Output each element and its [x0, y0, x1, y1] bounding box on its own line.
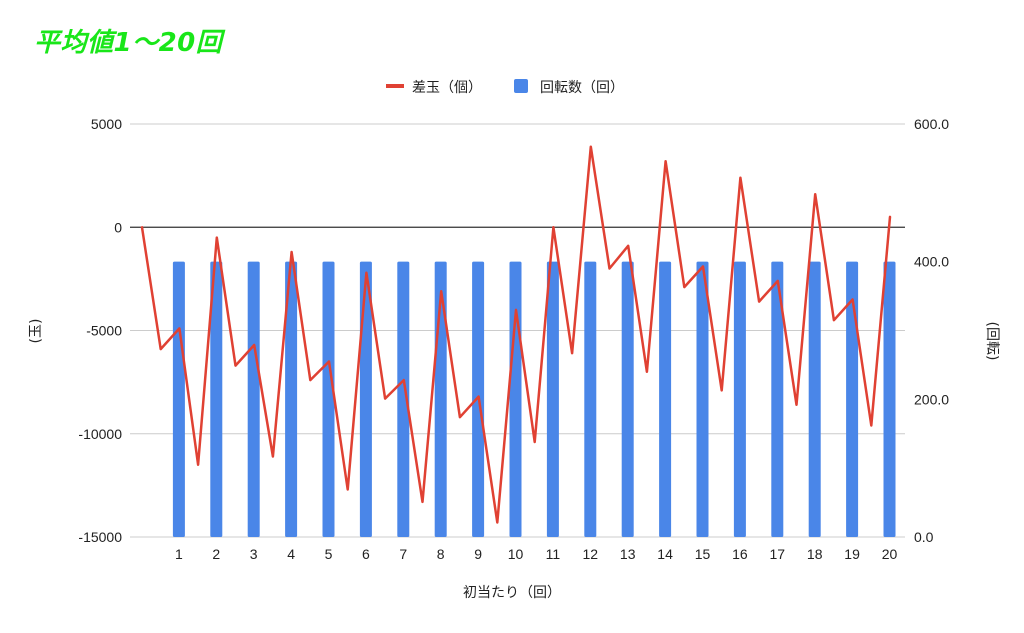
bar[interactable] [771, 261, 784, 537]
x-tick-label: 6 [362, 546, 370, 562]
bar[interactable] [621, 261, 634, 537]
bar[interactable] [322, 261, 335, 537]
bar[interactable] [247, 261, 260, 537]
legend-item-diff[interactable]: 差玉（個） [386, 80, 482, 96]
bar[interactable] [546, 261, 559, 537]
y-axis-right-title: (回転) [984, 322, 1000, 361]
bar[interactable] [696, 261, 709, 537]
x-tick-label: 2 [212, 546, 220, 562]
x-tick-label: 15 [695, 546, 711, 562]
left-tick-label: -5000 [86, 323, 122, 339]
x-tick-label: 12 [583, 546, 599, 562]
bar[interactable] [883, 261, 896, 537]
x-tick-label: 3 [250, 546, 258, 562]
x-tick-label: 16 [732, 546, 748, 562]
legend-item-spins[interactable]: 回転数（回） [514, 79, 624, 96]
x-tick-label: 5 [325, 546, 333, 562]
left-axis-ticks: 5000 0 -5000 -10000 -15000 [78, 116, 122, 545]
legend-swatch-spins [514, 79, 528, 93]
left-tick-label: -10000 [78, 426, 122, 442]
legend-label-spins: 回転数（回） [540, 80, 624, 96]
x-tick-label: 18 [807, 546, 823, 562]
right-tick-label: 200.0 [914, 391, 949, 407]
bar[interactable] [397, 261, 410, 537]
y-axis-left-title: (玉) [28, 319, 44, 344]
x-tick-label: 11 [546, 546, 561, 562]
line-layer [140, 145, 892, 524]
right-tick-label: 0.0 [914, 529, 934, 545]
right-tick-label: 400.0 [914, 254, 949, 270]
x-tick-label: 10 [508, 546, 524, 562]
x-tick-label: 13 [620, 546, 636, 562]
diff-line[interactable] [140, 145, 892, 524]
x-tick-label: 9 [474, 546, 482, 562]
bar[interactable] [659, 261, 672, 537]
x-tick-label: 4 [287, 546, 295, 562]
x-tick-label: 1 [175, 546, 183, 562]
bar[interactable] [584, 261, 597, 537]
x-tick-label: 20 [882, 546, 898, 562]
right-axis-ticks: 600.0 400.0 200.0 0.0 [914, 116, 949, 545]
legend-swatch-diff [386, 84, 404, 88]
x-axis-ticks: 1 2 3 4 5 6 7 8 9 10 11 12 13 14 15 16 17 18 19 20 [175, 546, 897, 562]
x-tick-label: 8 [437, 546, 445, 562]
bar[interactable] [846, 261, 859, 537]
legend-label-diff: 差玉（個） [412, 80, 482, 96]
bar[interactable] [285, 261, 298, 537]
x-tick-label: 7 [399, 546, 407, 562]
left-tick-label: -15000 [78, 529, 122, 545]
x-tick-label: 17 [770, 546, 786, 562]
bar[interactable] [210, 261, 223, 537]
bars [172, 261, 896, 537]
x-axis-title: 初当たり（回） [463, 584, 561, 601]
left-tick-label: 5000 [91, 116, 122, 132]
bar[interactable] [733, 261, 746, 537]
legend[interactable]: 差玉（個） 回転数（回） [386, 79, 624, 96]
bar[interactable] [509, 261, 522, 537]
chart-title: 平均値1〜20回 [34, 28, 223, 58]
x-tick-label: 19 [844, 546, 860, 562]
bar[interactable] [359, 261, 372, 537]
bar[interactable] [808, 261, 821, 537]
bar[interactable] [172, 261, 185, 537]
right-tick-label: 600.0 [914, 116, 949, 132]
x-tick-label: 14 [657, 546, 673, 562]
left-tick-label: 0 [114, 219, 122, 235]
